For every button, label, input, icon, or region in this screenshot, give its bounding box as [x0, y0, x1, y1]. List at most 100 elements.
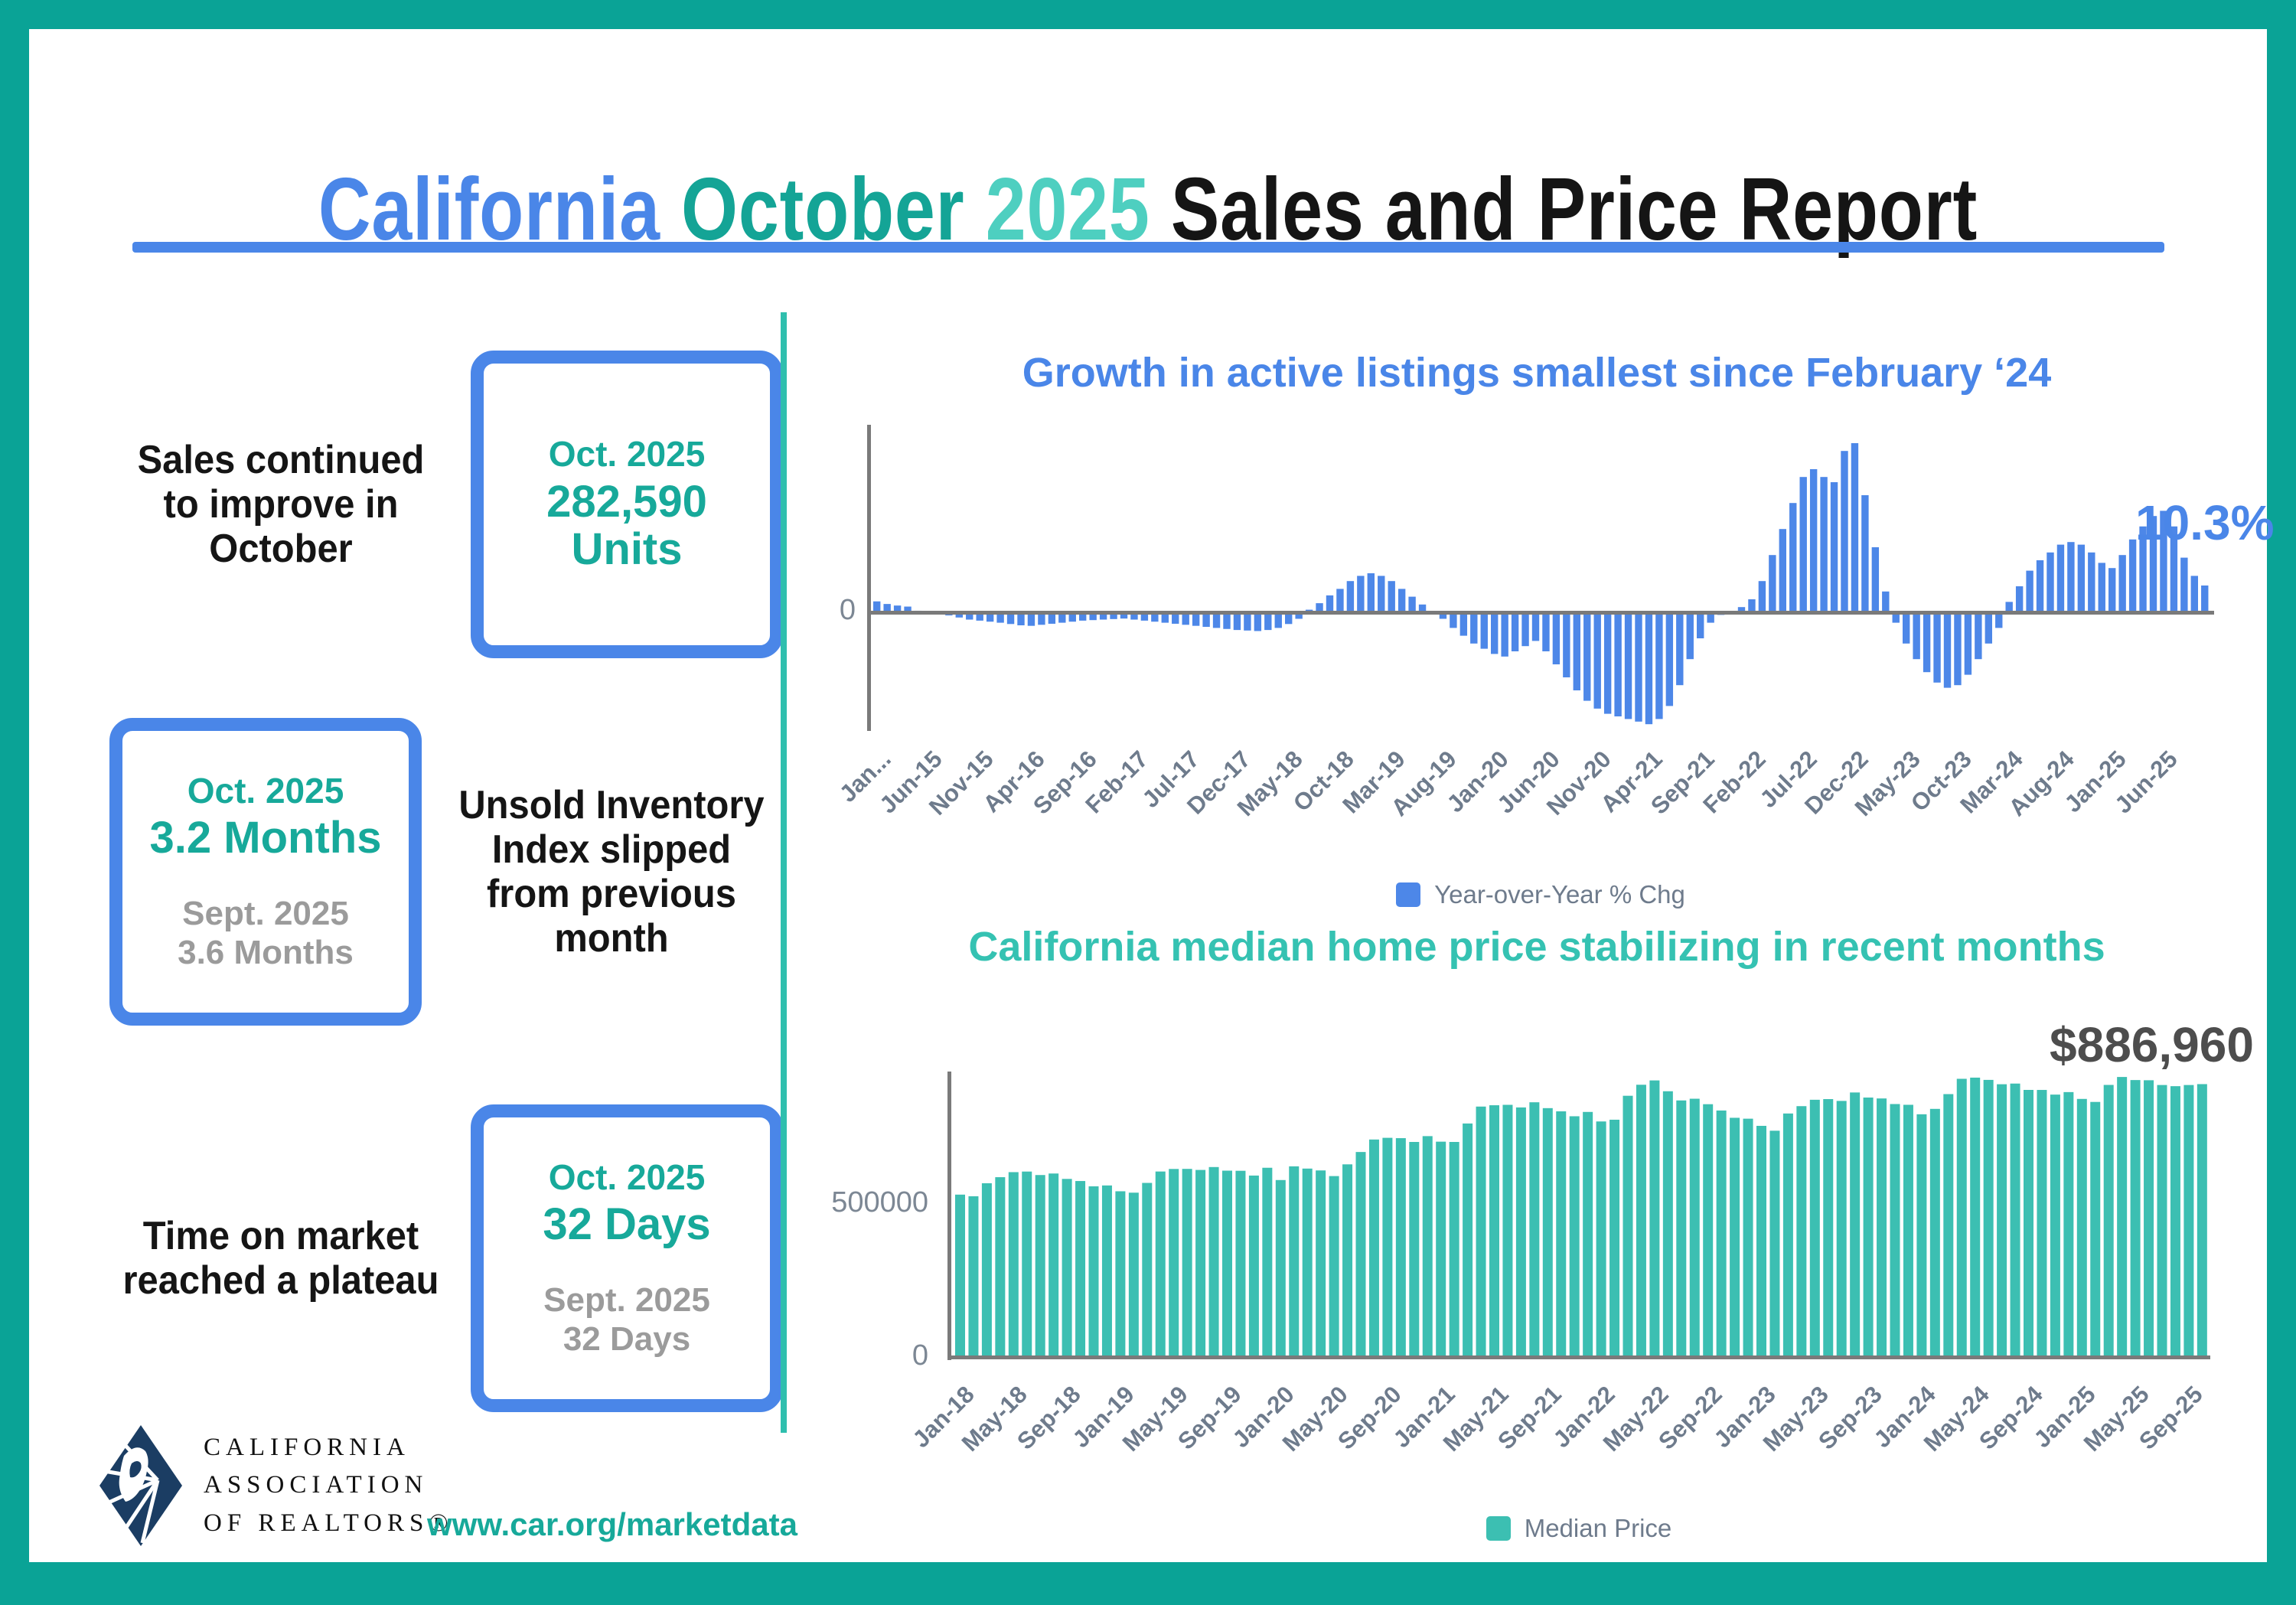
bar — [1274, 612, 1282, 628]
bar — [1110, 612, 1117, 619]
bar — [1418, 604, 1427, 612]
legend-swatch-blue — [1396, 882, 1421, 907]
bar — [1863, 1097, 1874, 1357]
bar — [1289, 1166, 1300, 1357]
median-price-legend-label: Median Price — [1524, 1514, 1672, 1542]
bar — [904, 606, 912, 612]
bar — [2063, 1091, 2074, 1357]
bar — [2117, 1077, 2128, 1357]
bar — [2183, 1085, 2194, 1357]
legend-swatch-teal — [1486, 1516, 1511, 1541]
bar — [1142, 1183, 1153, 1357]
bar — [1623, 1095, 1633, 1357]
bar — [1202, 612, 1210, 628]
bar — [1285, 612, 1293, 625]
bar — [1208, 1166, 1219, 1357]
bar — [1017, 612, 1025, 625]
bar — [1151, 612, 1159, 622]
bar — [1861, 495, 1869, 612]
bar — [1295, 612, 1303, 619]
bar — [1823, 1099, 1834, 1357]
logo-line-1: CALIFORNIA — [204, 1433, 410, 1461]
bar — [1851, 443, 1859, 612]
bar — [1850, 1092, 1861, 1357]
bar — [1730, 1117, 1740, 1357]
bar — [1027, 612, 1035, 626]
median-price-bar-chart-svg — [947, 1072, 2210, 1360]
bar — [1470, 612, 1478, 644]
bar — [1841, 451, 1848, 612]
stat-row-sales: Sales continued to improve in October Oc… — [109, 351, 783, 658]
bar — [1583, 1111, 1593, 1357]
bar — [1830, 482, 1838, 612]
median-price-y-zero-label: 0 — [912, 1339, 928, 1372]
bar — [1676, 612, 1684, 686]
bar — [2128, 539, 2137, 612]
bar — [1521, 612, 1529, 647]
bar — [1378, 576, 1385, 612]
bar — [2076, 1098, 2087, 1357]
time-on-market-stat-box: Oct. 2025 32 Days Sept. 2025 32 Days — [471, 1104, 783, 1412]
listings-bar-chart — [867, 425, 2214, 731]
bar — [1120, 612, 1128, 619]
bar — [1809, 469, 1818, 612]
bar — [955, 1194, 965, 1357]
bar — [1062, 1179, 1072, 1357]
bar — [1743, 1118, 1753, 1357]
inventory-box-value: 3.2 Months — [149, 813, 382, 863]
bar — [1954, 612, 1962, 686]
bar — [1552, 612, 1561, 664]
time-on-market-stat-label: Time on market reached a plateau — [122, 1213, 439, 1303]
bar — [873, 601, 881, 612]
bar — [1515, 1107, 1526, 1357]
bar — [1916, 1114, 1927, 1357]
listings-chart-title: Growth in active listings smallest since… — [1022, 350, 2052, 396]
bar — [1676, 1100, 1687, 1357]
bar — [1169, 1169, 1179, 1357]
bar — [2118, 555, 2126, 612]
marketdata-url: www.car.org/marketdata — [427, 1506, 797, 1542]
bar — [2090, 1101, 2101, 1357]
bar — [976, 612, 983, 621]
bar — [1195, 1169, 1206, 1357]
bar — [1489, 1105, 1499, 1357]
bar — [1943, 1094, 1954, 1357]
median-price-x-axis-labels: Jan-18 May-18 Sep-18 Jan-19 May-19 Sep-19 Jan-… — [907, 1370, 2210, 1508]
bar — [2047, 552, 2054, 612]
bar — [1686, 612, 1694, 660]
median-price-chart-title: California median home price stabilizing… — [968, 924, 2105, 970]
bar — [1970, 1077, 1981, 1357]
inventory-box-prev-value: 3.6 Months — [178, 933, 354, 971]
bar — [1556, 1111, 1567, 1357]
bar — [1254, 612, 1262, 631]
car-logo-text: CALIFORNIA ASSOCIATION OF REALTORS® — [204, 1429, 453, 1543]
car-logo: CALIFORNIA ASSOCIATION OF REALTORS® — [98, 1424, 453, 1548]
bar — [1820, 477, 1828, 612]
median-price-bar-chart — [947, 1072, 2210, 1360]
sales-box-period: Oct. 2025 — [548, 434, 706, 475]
bar — [1192, 612, 1200, 626]
bar — [1233, 612, 1241, 631]
bar — [1302, 1168, 1313, 1357]
inventory-stat-box: Oct. 2025 3.2 Months Sept. 2025 3.6 Mont… — [109, 718, 422, 1026]
bar — [2015, 586, 2024, 612]
bar — [1655, 612, 1663, 719]
bar — [1022, 1171, 1032, 1357]
bar — [1758, 581, 1766, 612]
listings-bar-chart-svg — [867, 425, 2214, 731]
bar — [1128, 1192, 1139, 1357]
bar — [1662, 1091, 1673, 1357]
bar — [1569, 1116, 1580, 1357]
bar — [1329, 1176, 1339, 1357]
bar — [1422, 1136, 1433, 1357]
bar — [1235, 1170, 1246, 1357]
bar — [1049, 1173, 1059, 1357]
bar — [2103, 1085, 2114, 1357]
bar — [1635, 612, 1642, 722]
bar — [893, 605, 902, 612]
bar — [1367, 573, 1375, 612]
listings-chart-y-zero-label: 0 — [839, 594, 856, 626]
bar — [2144, 1080, 2154, 1357]
bar — [1248, 1175, 1259, 1357]
bar — [1748, 599, 1756, 612]
